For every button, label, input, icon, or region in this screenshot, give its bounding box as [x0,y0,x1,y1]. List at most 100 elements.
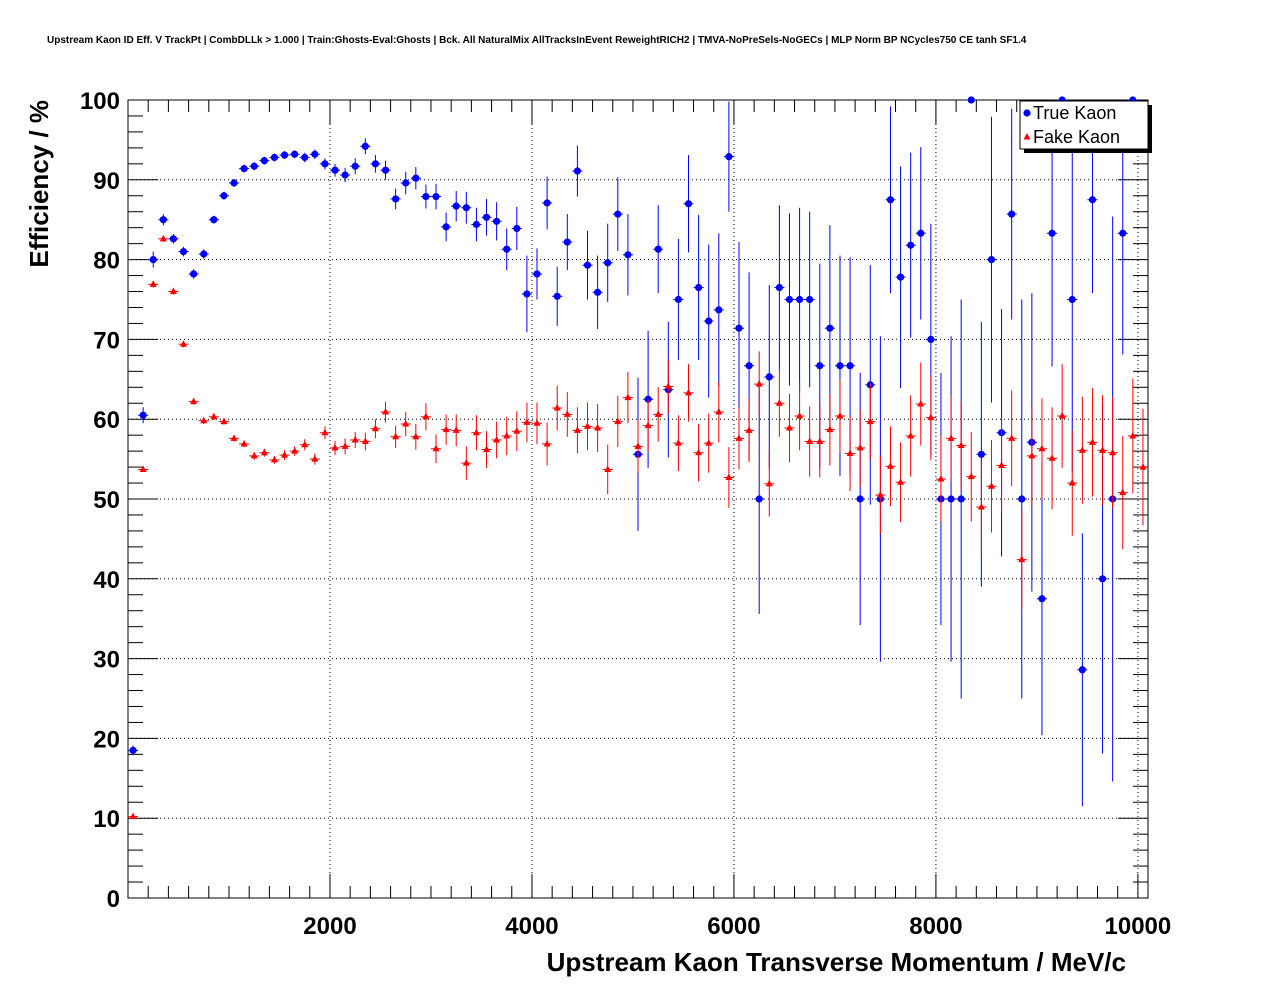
marker-triangle [594,423,602,431]
marker-circle [462,204,470,212]
marker-triangle [1048,454,1056,461]
marker-circle [705,317,713,325]
marker-triangle [200,416,208,424]
data-point [915,147,926,320]
marker-circle [806,295,814,304]
data-point [188,397,199,405]
marker-circle [886,196,895,204]
data-point [138,407,149,424]
marker-triangle [230,434,238,441]
data-point [491,421,502,459]
data-point [1067,430,1078,536]
legend-label: Fake Kaon [1033,127,1120,147]
data-point [239,439,250,448]
data-point [471,207,482,242]
marker-circle [230,179,238,187]
data-point [713,233,724,387]
marker-triangle [139,465,147,472]
marker-triangle [846,449,854,457]
data-point [794,381,805,451]
marker-triangle [422,412,430,420]
data-point [390,188,401,210]
marker-circle [624,251,632,259]
marker-triangle [503,431,511,439]
chart-title: Upstream Kaon ID Eff. V TrackPt | CombDL… [47,35,1027,46]
marker-circle [169,235,178,243]
marker-triangle [1129,431,1137,439]
marker-triangle [1038,444,1046,452]
data-point [168,234,179,244]
marker-triangle [452,426,460,433]
data-point [875,455,886,535]
data-point [299,152,310,163]
data-point [249,162,260,171]
data-point [562,392,573,437]
marker-triangle [715,408,723,415]
marker-circle [684,200,693,208]
data-point [582,230,593,300]
data-point [279,450,290,460]
marker-triangle [291,447,299,454]
marker-circle [745,362,753,370]
marker-triangle [220,417,228,425]
marker-triangle [745,426,753,433]
y-tick-label: 10 [93,806,120,833]
data-point [703,413,714,473]
marker-triangle [260,448,268,456]
data-point [602,223,613,302]
data-point [622,372,633,424]
data-point [693,214,704,361]
data-point [299,439,310,451]
data-point [814,405,825,478]
data-point [1077,396,1088,504]
marker-circle [583,261,592,269]
data-point [1006,390,1017,487]
y-axis-title: Efficiency / % [24,100,54,268]
marker-triangle [159,234,167,242]
data-point [531,248,543,300]
marker-circle [725,153,733,161]
data-point [208,215,219,224]
data-point [804,211,815,388]
marker-triangle [1139,463,1147,470]
marker-triangle [169,287,177,295]
data-point [774,369,785,437]
data-point [1067,126,1078,473]
data-point [1117,435,1128,550]
marker-triangle [836,412,844,419]
data-point [148,280,159,288]
data-point [329,163,341,177]
marker-circle [735,324,743,332]
marker-triangle [149,280,157,287]
marker-triangle [351,435,359,443]
x-tick-label: 10000 [1105,913,1172,940]
marker-circle [452,202,460,210]
data-point [410,423,421,450]
data-point [269,455,280,464]
marker-triangle [210,412,218,420]
marker-triangle [927,413,935,421]
marker-circle [917,229,925,237]
data-point [471,415,482,451]
data-point [754,351,765,417]
marker-triangle [341,442,349,449]
data-point [946,336,957,662]
marker-triangle [856,443,864,451]
data-point [491,202,502,241]
series-true-kaon [128,96,1138,807]
y-tick-label: 80 [93,248,120,275]
marker-triangle [937,475,945,482]
data-point [400,412,411,436]
data-point [784,393,795,463]
marker-triangle [392,432,400,440]
data-point [723,101,734,212]
data-point [420,184,431,209]
marker-triangle [250,451,258,459]
data-point [259,448,270,457]
y-tick-label: 0 [107,886,120,913]
marker-triangle [1008,434,1016,441]
x-tick-label: 4000 [505,913,558,940]
marker-circle [856,495,864,503]
data-point [673,415,684,472]
marker-triangle [513,427,521,434]
